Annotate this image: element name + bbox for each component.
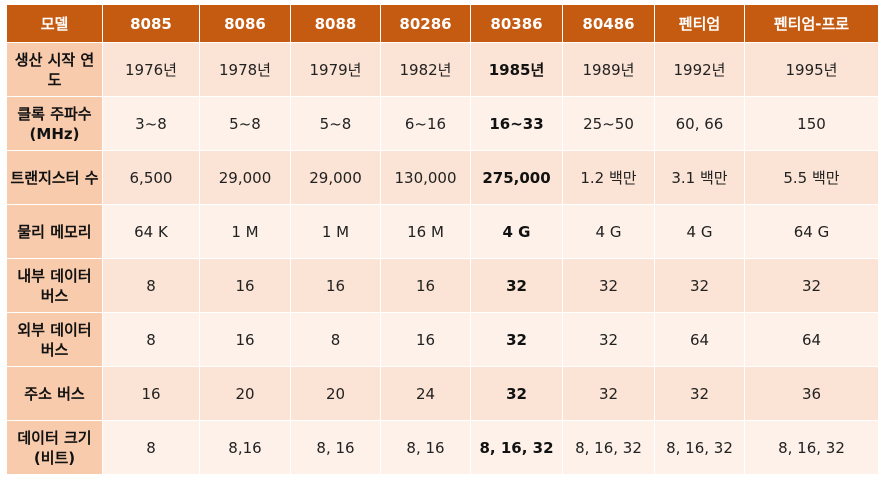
table-cell: 8, 16, 32 bbox=[654, 420, 745, 475]
table-cell: 32 bbox=[562, 258, 655, 313]
table-cell: 8 bbox=[290, 312, 381, 367]
table-cell: 16 bbox=[102, 366, 200, 421]
row-label: 물리 메모리 bbox=[6, 204, 103, 259]
table-cell: 64 G bbox=[744, 204, 879, 259]
table-cell: 1992년 bbox=[654, 42, 745, 97]
row-label: 생산 시작 연도 bbox=[6, 42, 103, 97]
table-row: 물리 메모리 64 K 1 M 1 M 16 M 4 G 4 G 4 G 64 … bbox=[6, 204, 879, 259]
table-cell: 4 G bbox=[470, 204, 563, 259]
header-cell: 8086 bbox=[199, 4, 291, 43]
header-cell: 80386 bbox=[470, 4, 563, 43]
table-cell: 16 bbox=[290, 258, 381, 313]
header-cell: 모델 bbox=[6, 4, 103, 43]
table-cell: 1.2 백만 bbox=[562, 150, 655, 205]
table-cell: 16 M bbox=[380, 204, 471, 259]
table-row: 데이터 크기(비트) 8 8,16 8, 16 8, 16 8, 16, 32 … bbox=[6, 420, 879, 475]
table-cell: 16 bbox=[380, 312, 471, 367]
table-cell: 24 bbox=[380, 366, 471, 421]
header-cell: 8088 bbox=[290, 4, 381, 43]
header-row: 모델 8085 8086 8088 80286 80386 80486 펜티엄 … bbox=[6, 4, 879, 43]
table-cell: 1978년 bbox=[199, 42, 291, 97]
table-cell: 32 bbox=[470, 258, 563, 313]
table-cell: 32 bbox=[654, 366, 745, 421]
row-label: 클록 주파수(MHz) bbox=[6, 96, 103, 151]
table-cell: 8 bbox=[102, 312, 200, 367]
table-cell: 20 bbox=[199, 366, 291, 421]
table-cell: 4 G bbox=[562, 204, 655, 259]
table-cell: 20 bbox=[290, 366, 381, 421]
table-cell: 1976년 bbox=[102, 42, 200, 97]
table-row: 생산 시작 연도 1976년 1978년 1979년 1982년 1985년 1… bbox=[6, 42, 879, 97]
row-label: 내부 데이터 버스 bbox=[6, 258, 103, 313]
table-cell: 130,000 bbox=[380, 150, 471, 205]
table-row: 내부 데이터 버스 8 16 16 16 32 32 32 32 bbox=[6, 258, 879, 313]
row-label: 데이터 크기(비트) bbox=[6, 420, 103, 475]
table-cell: 3~8 bbox=[102, 96, 200, 151]
table-cell: 32 bbox=[744, 258, 879, 313]
table-cell: 36 bbox=[744, 366, 879, 421]
table-cell: 4 G bbox=[654, 204, 745, 259]
row-label: 트랜지스터 수 bbox=[6, 150, 103, 205]
table-cell: 1979년 bbox=[290, 42, 381, 97]
table-cell: 16 bbox=[199, 312, 291, 367]
table-cell: 29,000 bbox=[199, 150, 291, 205]
table-row: 트랜지스터 수 6,500 29,000 29,000 130,000 275,… bbox=[6, 150, 879, 205]
cpu-comparison-table: 모델 8085 8086 8088 80286 80386 80486 펜티엄 … bbox=[6, 4, 879, 475]
table-cell: 1 M bbox=[290, 204, 381, 259]
header-cell: 8085 bbox=[102, 4, 200, 43]
table-cell: 1982년 bbox=[380, 42, 471, 97]
row-label: 주소 버스 bbox=[6, 366, 103, 421]
table-cell: 8 bbox=[102, 258, 200, 313]
table-cell: 32 bbox=[654, 258, 745, 313]
table-cell: 3.1 백만 bbox=[654, 150, 745, 205]
table-cell: 64 bbox=[654, 312, 745, 367]
header-cell: 펜티엄-프로 bbox=[744, 4, 879, 43]
table-cell: 1 M bbox=[199, 204, 291, 259]
table-cell: 16 bbox=[380, 258, 471, 313]
table-cell: 32 bbox=[470, 366, 563, 421]
table-row: 클록 주파수(MHz) 3~8 5~8 5~8 6~16 16~33 25~50… bbox=[6, 96, 879, 151]
table-cell: 150 bbox=[744, 96, 879, 151]
row-label: 외부 데이터 버스 bbox=[6, 312, 103, 367]
table-cell: 16~33 bbox=[470, 96, 563, 151]
table-cell: 6~16 bbox=[380, 96, 471, 151]
table-cell: 8,16 bbox=[199, 420, 291, 475]
table-cell: 8, 16, 32 bbox=[744, 420, 879, 475]
table-row: 주소 버스 16 20 20 24 32 32 32 36 bbox=[6, 366, 879, 421]
table-cell: 6,500 bbox=[102, 150, 200, 205]
table-cell: 5~8 bbox=[290, 96, 381, 151]
table-cell: 25~50 bbox=[562, 96, 655, 151]
table-cell: 8, 16, 32 bbox=[470, 420, 563, 475]
table-cell: 8, 16 bbox=[290, 420, 381, 475]
table-cell: 1989년 bbox=[562, 42, 655, 97]
table-cell: 16 bbox=[199, 258, 291, 313]
table-cell: 32 bbox=[470, 312, 563, 367]
table-cell: 1985년 bbox=[470, 42, 563, 97]
table-cell: 32 bbox=[562, 312, 655, 367]
table-cell: 32 bbox=[562, 366, 655, 421]
table-cell: 8, 16 bbox=[380, 420, 471, 475]
table-cell: 29,000 bbox=[290, 150, 381, 205]
table-cell: 64 K bbox=[102, 204, 200, 259]
header-cell: 80486 bbox=[562, 4, 655, 43]
table-cell: 5.5 백만 bbox=[744, 150, 879, 205]
table-cell: 64 bbox=[744, 312, 879, 367]
table-cell: 8 bbox=[102, 420, 200, 475]
table-cell: 1995년 bbox=[744, 42, 879, 97]
table-cell: 60, 66 bbox=[654, 96, 745, 151]
table-cell: 8, 16, 32 bbox=[562, 420, 655, 475]
table-cell: 275,000 bbox=[470, 150, 563, 205]
header-cell: 80286 bbox=[380, 4, 471, 43]
header-cell: 펜티엄 bbox=[654, 4, 745, 43]
table-row: 외부 데이터 버스 8 16 8 16 32 32 64 64 bbox=[6, 312, 879, 367]
table-cell: 5~8 bbox=[199, 96, 291, 151]
